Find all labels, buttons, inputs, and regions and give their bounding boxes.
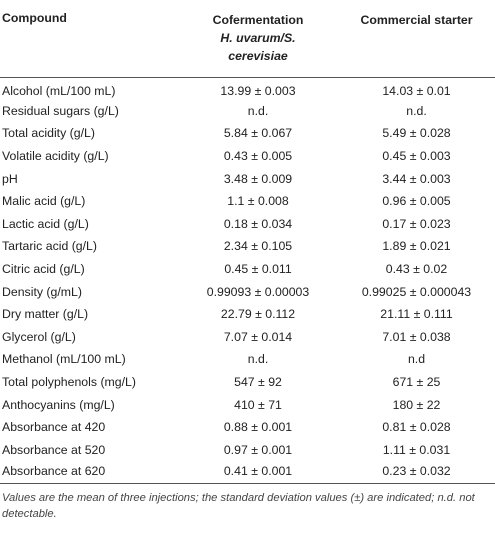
table-row: Tartaric acid (g/L) 2.34 ± 0.105 1.89 ± 0.… xyxy=(0,235,495,258)
table-row: Glycerol (g/L) 7.07 ± 0.014 7.01 ± 0.038 xyxy=(0,326,495,349)
header-cofermentation-title: Cofermentation xyxy=(212,13,304,27)
cell-commercial: 1.89 ± 0.021 xyxy=(382,239,451,254)
table-footnote: Values are the mean of three injections;… xyxy=(2,492,475,520)
cell-commercial: 0.23 ± 0.032 xyxy=(338,461,495,485)
header-cofermentation-strains-cont: cerevisiae xyxy=(228,49,288,63)
cell-commercial: 3.44 ± 0.003 xyxy=(382,171,451,186)
table-row: Anthocyanins (mg/L) 410 ± 71 180 ± 22 xyxy=(0,393,495,416)
cell-compound: Lactic acid (g/L) xyxy=(2,216,89,231)
cell-cofermentation: 1.1 ± 0.008 xyxy=(227,194,289,209)
table-row: Total acidity (g/L) 5.84 ± 0.067 5.49 ± 0.… xyxy=(0,122,495,145)
cell-cofermentation: 0.45 ± 0.011 xyxy=(224,262,292,277)
header-row: Compound Cofermentation H. uvarum/S. cer… xyxy=(0,0,495,78)
table-row: Absorbance at 420 0.88 ± 0.001 0.81 ± 0.02… xyxy=(0,416,495,439)
table-body: Alcohol (mL/100 mL) 13.99 ± 0.003 14.03 ± … xyxy=(0,77,495,485)
cell-commercial: 0.17 ± 0.023 xyxy=(382,216,451,231)
cell-compound: Methanol (mL/100 mL) xyxy=(2,352,126,367)
composition-table: Compound Cofermentation H. uvarum/S. cer… xyxy=(0,0,495,485)
table-row: Methanol (mL/100 mL) n.d. n.d xyxy=(0,348,495,371)
cell-compound: Anthocyanins (mg/L) xyxy=(2,397,115,412)
cell-commercial: n.d xyxy=(407,352,426,367)
table-row: Residual sugars (g/L) n.d. n.d. xyxy=(0,100,495,123)
cell-compound: Alcohol (mL/100 mL) xyxy=(2,84,116,99)
table-row: Citric acid (g/L) 0.45 ± 0.011 0.43 ± 0.02 xyxy=(0,258,495,281)
cell-compound: Absorbance at 620 xyxy=(0,461,178,485)
cell-commercial: 1.11 ± 0.031 xyxy=(382,442,451,457)
cell-compound: Dry matter (g/L) xyxy=(2,307,89,322)
cell-cofermentation: 0.18 ± 0.034 xyxy=(223,216,293,231)
cell-compound: Residual sugars (g/L) xyxy=(2,103,119,118)
cell-cofermentation: 13.99 ± 0.003 xyxy=(220,84,296,99)
cell-commercial: 0.81 ± 0.028 xyxy=(382,420,451,435)
cell-cofermentation: 2.34 ± 0.105 xyxy=(223,239,293,254)
cell-commercial: n.d. xyxy=(406,103,427,118)
table-row: Total polyphenols (mg/L) 547 ± 92 671 ± 25 xyxy=(0,371,495,394)
table-row: Density (g/mL) 0.99093 ± 0.00003 0.99025 ±… xyxy=(0,280,495,303)
cell-compound: Glycerol (g/L) xyxy=(2,329,76,344)
cell-compound: Total polyphenols (mg/L) xyxy=(2,375,136,390)
table-row: pH 3.48 ± 0.009 3.44 ± 0.003 xyxy=(0,167,495,190)
table-header: Compound Cofermentation H. uvarum/S. cer… xyxy=(0,0,495,78)
cell-cofermentation: 3.48 ± 0.009 xyxy=(223,171,293,186)
cell-cofermentation: 410 ± 71 xyxy=(234,397,282,412)
cell-commercial: 7.01 ± 0.038 xyxy=(382,329,451,344)
header-compound: Compound xyxy=(0,0,178,78)
cell-commercial: 5.49 ± 0.028 xyxy=(382,126,451,141)
cell-cofermentation: n.d. xyxy=(247,352,269,367)
cell-commercial: 0.96 ± 0.005 xyxy=(382,194,451,209)
cell-commercial: 21.11 ± 0.111 xyxy=(380,307,453,322)
cell-compound: Volatile acidity (g/L) xyxy=(2,149,109,164)
cell-compound: pH xyxy=(2,171,18,186)
table-row: Alcohol (mL/100 mL) 13.99 ± 0.003 14.03 ± … xyxy=(0,77,495,100)
cell-compound: Tartaric acid (g/L) xyxy=(2,239,97,254)
cell-cofermentation: n.d. xyxy=(247,103,269,118)
table-row: Absorbance at 620 0.41 ± 0.001 0.23 ± 0.03… xyxy=(0,461,495,485)
cell-cofermentation: 0.43 ± 0.005 xyxy=(223,149,293,164)
cell-commercial: 0.43 ± 0.02 xyxy=(385,262,448,277)
cell-cofermentation: 547 ± 92 xyxy=(234,375,282,390)
cell-commercial: 0.99025 ± 0.000043 xyxy=(361,284,472,299)
header-cofermentation-strains: H. uvarum/S. xyxy=(220,31,296,45)
cell-commercial: 14.03 ± 0.01 xyxy=(382,84,451,99)
header-commercial-starter: Commercial starter xyxy=(338,0,495,78)
cell-cofermentation: 0.88 ± 0.001 xyxy=(223,420,293,435)
cell-compound: Density (g/mL) xyxy=(2,284,82,299)
cell-cofermentation: 0.41 ± 0.001 xyxy=(178,461,338,485)
table-row: Dry matter (g/L) 22.79 ± 0.112 21.11 ± 0.1… xyxy=(0,303,495,326)
cell-cofermentation: 22.79 ± 0.112 xyxy=(220,307,296,322)
cell-commercial: 0.45 ± 0.003 xyxy=(382,149,451,164)
header-cofermentation: Cofermentation H. uvarum/S. cerevisiae xyxy=(178,0,338,78)
cell-compound: Citric acid (g/L) xyxy=(2,262,85,277)
table-row: Volatile acidity (g/L) 0.43 ± 0.005 0.45 ±… xyxy=(0,145,495,168)
cell-cofermentation: 7.07 ± 0.014 xyxy=(223,329,293,344)
cell-compound: Absorbance at 520 xyxy=(2,442,106,457)
cell-compound: Malic acid (g/L) xyxy=(2,194,86,209)
table-row: Absorbance at 520 0.97 ± 0.001 1.11 ± 0.03… xyxy=(0,439,495,462)
table-row: Lactic acid (g/L) 0.18 ± 0.034 0.17 ± 0.02… xyxy=(0,213,495,236)
cell-cofermentation: 5.84 ± 0.067 xyxy=(223,126,293,141)
cell-commercial: 180 ± 22 xyxy=(392,397,441,412)
cell-compound: Total acidity (g/L) xyxy=(2,126,95,141)
cell-compound: Absorbance at 420 xyxy=(2,420,106,435)
cell-cofermentation: 0.97 ± 0.001 xyxy=(223,442,293,457)
table-row: Malic acid (g/L) 1.1 ± 0.008 0.96 ± 0.005 xyxy=(0,190,495,213)
cell-cofermentation: 0.99093 ± 0.00003 xyxy=(206,284,310,299)
cell-commercial: 671 ± 25 xyxy=(392,375,441,390)
